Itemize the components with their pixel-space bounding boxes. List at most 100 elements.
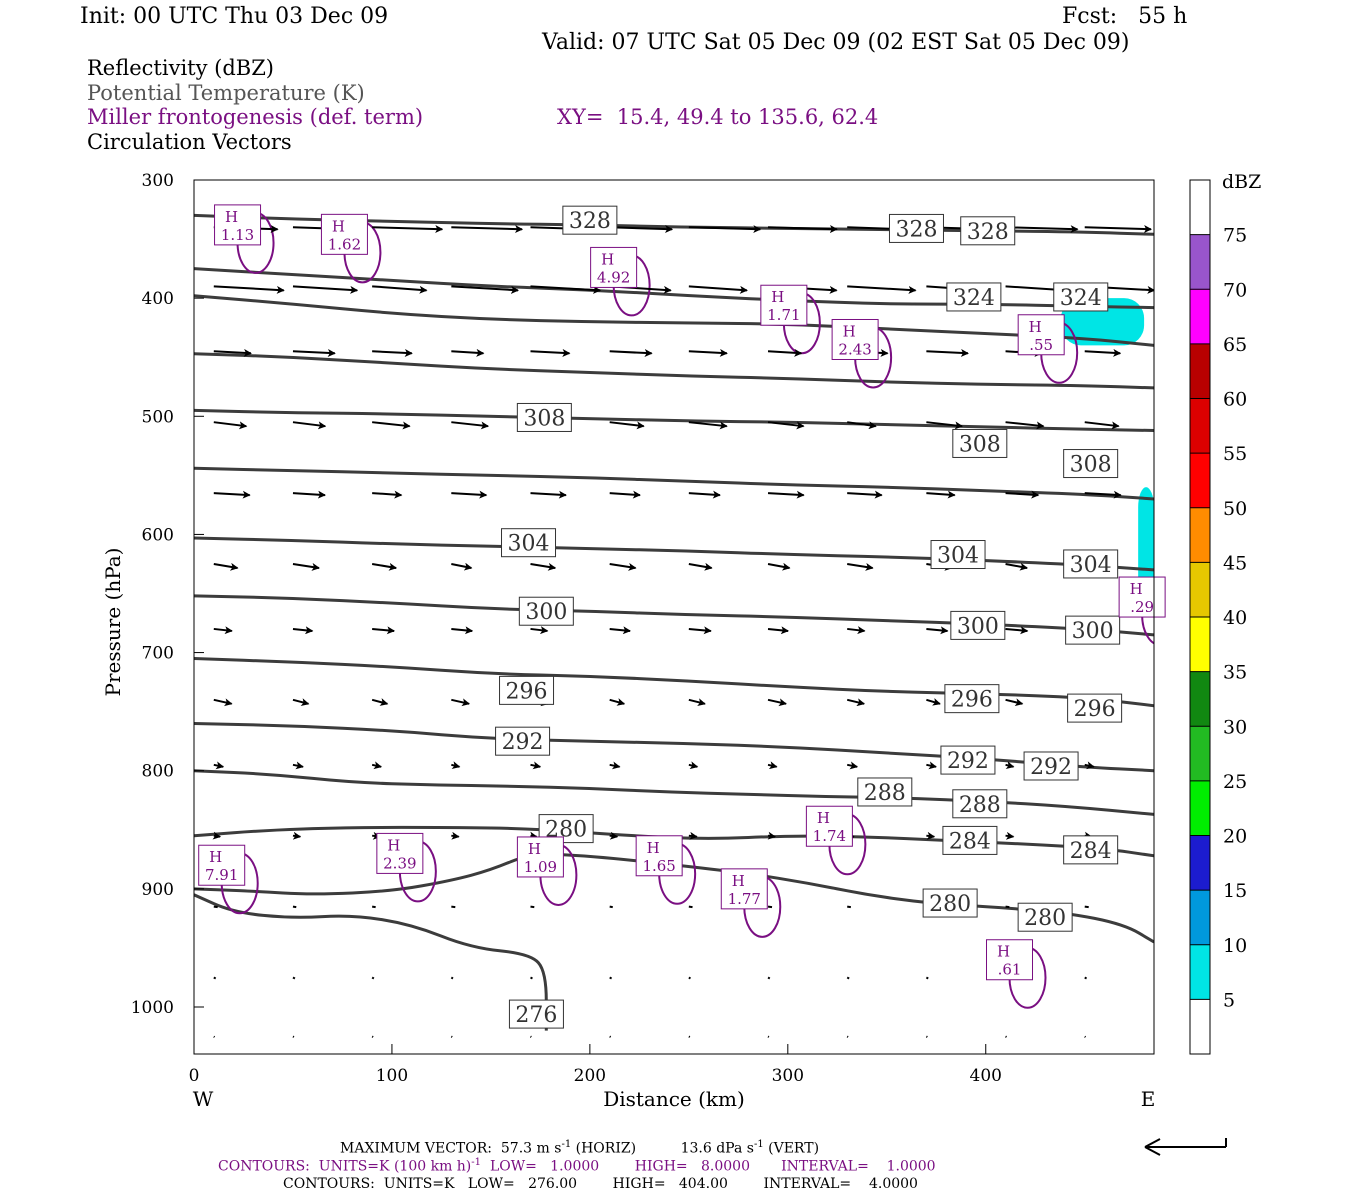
circulation-vector bbox=[451, 348, 485, 357]
theta-contour-label: 328 bbox=[960, 216, 1016, 246]
colorbar-segment bbox=[1190, 562, 1210, 617]
theta-contour-312 bbox=[194, 408, 1154, 432]
circulation-vector bbox=[767, 905, 773, 909]
circulation-vector bbox=[530, 285, 602, 294]
circulation-vector bbox=[767, 626, 790, 635]
svg-text:7.91: 7.91 bbox=[205, 866, 238, 884]
circulation-vector bbox=[292, 421, 327, 430]
svg-text:300: 300 bbox=[1072, 619, 1114, 644]
colorbar-label: 15 bbox=[1223, 880, 1247, 902]
init-time: Init: 00 UTC Thu 03 Dec 09 bbox=[80, 4, 389, 29]
circulation-vector bbox=[688, 562, 713, 571]
theta-contour-label: 300 bbox=[1065, 615, 1121, 645]
colorbar-label: 45 bbox=[1223, 552, 1247, 574]
svg-text:292: 292 bbox=[947, 749, 989, 774]
theta-contour-324 bbox=[194, 267, 1154, 310]
circulation-vector bbox=[847, 905, 851, 909]
circulation-vector bbox=[530, 562, 557, 571]
y-tick-label: 400 bbox=[142, 289, 174, 309]
circulation-vector bbox=[292, 905, 297, 909]
theta-contour-label: 304 bbox=[930, 540, 986, 570]
circulation-vector bbox=[213, 562, 239, 571]
svg-text:304: 304 bbox=[1070, 553, 1112, 578]
colorbar-segment bbox=[1190, 617, 1210, 672]
circulation-vector bbox=[1005, 761, 1015, 769]
circulation-vector bbox=[292, 698, 310, 706]
circulation-vector bbox=[847, 562, 874, 571]
circulation-vector bbox=[451, 225, 524, 234]
theta-contour-320 bbox=[194, 294, 1154, 347]
theta-contour-label: 292 bbox=[1023, 751, 1079, 781]
circulation-vector bbox=[372, 285, 428, 294]
circulation-vector bbox=[292, 348, 336, 357]
plot-frame bbox=[193, 179, 1155, 1055]
circulation-vector bbox=[609, 348, 653, 357]
svg-text:280: 280 bbox=[929, 892, 971, 917]
svg-text:300: 300 bbox=[957, 614, 999, 639]
field-reflectivity: Reflectivity (dBZ) bbox=[87, 56, 275, 80]
cross-section-xy: XY= 15.4, 49.4 to 135.6, 62.4 bbox=[557, 105, 879, 129]
colorbar-label: 55 bbox=[1223, 443, 1247, 465]
circulation-vector bbox=[1005, 225, 1079, 234]
frontogenesis-max-label: H1.77 bbox=[720, 868, 768, 910]
circulation-vector bbox=[292, 490, 326, 499]
svg-text:296: 296 bbox=[951, 688, 993, 713]
circulation-vector bbox=[371, 976, 375, 980]
frontogenesis-max-label: H1.71 bbox=[760, 284, 808, 326]
frontogenesis-max-label: H1.65 bbox=[635, 835, 683, 877]
x-axis-west-label: W bbox=[193, 1087, 214, 1111]
circulation-vector bbox=[1005, 905, 1010, 909]
theta-contour-label: 300 bbox=[950, 610, 1006, 640]
field-theta: Potential Temperature (K) bbox=[87, 81, 365, 105]
colorbar-segment bbox=[1190, 726, 1210, 781]
svg-text:1.65: 1.65 bbox=[642, 857, 675, 875]
colorbar-segment bbox=[1190, 507, 1210, 563]
circulation-vector bbox=[767, 562, 791, 571]
colorbar-label: 50 bbox=[1223, 498, 1247, 520]
frontogenesis-max-label: H1.13 bbox=[214, 204, 262, 246]
theta-contour-label: 292 bbox=[495, 726, 551, 756]
circulation-vector bbox=[451, 698, 471, 707]
colorbar-label: 25 bbox=[1223, 771, 1247, 793]
svg-text:304: 304 bbox=[508, 532, 550, 557]
theta-contour-label: 304 bbox=[501, 528, 557, 558]
reflectivity-area bbox=[1138, 487, 1154, 606]
x-tick-label: 400 bbox=[970, 1066, 1002, 1086]
svg-text:1.13: 1.13 bbox=[221, 226, 254, 244]
y-tick-label: 900 bbox=[142, 880, 174, 900]
svg-text:4.92: 4.92 bbox=[597, 268, 630, 286]
theta-contour-label: 284 bbox=[1063, 835, 1119, 865]
theta-contour-label: 280 bbox=[1017, 902, 1073, 932]
circulation-vector bbox=[213, 348, 252, 357]
circulation-vector bbox=[846, 761, 859, 770]
circulation-vector bbox=[372, 421, 411, 430]
x-tick-label: 100 bbox=[376, 1066, 408, 1086]
theta-contour-label: 296 bbox=[944, 684, 1000, 714]
svg-text:H: H bbox=[1130, 580, 1143, 598]
circulation-vector bbox=[847, 285, 917, 294]
y-tick-label: 800 bbox=[142, 762, 174, 782]
colorbar-label: 75 bbox=[1223, 225, 1247, 247]
circulation-vector bbox=[372, 490, 403, 499]
svg-text:H: H bbox=[225, 208, 238, 226]
circulation-vector bbox=[213, 285, 285, 294]
circulation-vector bbox=[372, 348, 413, 357]
valid-time: Valid: 07 UTC Sat 05 Dec 09 (02 EST Sat … bbox=[542, 30, 1130, 55]
circulation-vector bbox=[688, 831, 698, 840]
svg-text:H: H bbox=[843, 322, 856, 340]
circulation-vector bbox=[450, 976, 454, 980]
svg-text:328: 328 bbox=[967, 220, 1009, 245]
circulation-vector bbox=[926, 698, 941, 706]
circulation-vector bbox=[371, 761, 383, 770]
circulation-vector bbox=[767, 831, 777, 840]
circulation-vector bbox=[609, 761, 621, 770]
svg-text:H: H bbox=[771, 288, 784, 306]
reference-vector-icon bbox=[1144, 1138, 1227, 1156]
colorbar-unit: dBZ bbox=[1222, 171, 1261, 193]
svg-text:H: H bbox=[528, 840, 541, 858]
circulation-vector bbox=[926, 348, 969, 357]
theta-contour-label: 308 bbox=[516, 402, 572, 432]
svg-text:1.71: 1.71 bbox=[767, 306, 800, 324]
circulation-vector bbox=[1005, 626, 1029, 635]
colorbar-segment bbox=[1190, 835, 1210, 891]
